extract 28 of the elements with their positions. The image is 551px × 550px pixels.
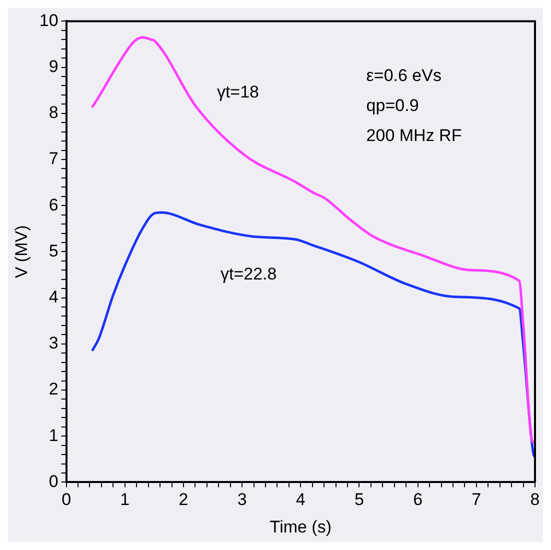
y-tick-label: 7 <box>48 149 58 168</box>
x-tick-label: 5 <box>354 490 364 510</box>
y-axis-title: V (MV) <box>12 225 31 278</box>
y-tick-label: 8 <box>48 103 58 122</box>
x-tick-label: 7 <box>472 490 482 510</box>
x-tick-label: 2 <box>178 490 188 510</box>
x-tick-label: 4 <box>296 490 306 510</box>
x-tick-label: 8 <box>530 490 540 510</box>
annotation: ε=0.6 eVs <box>366 66 442 85</box>
series-label: γt=22.8 <box>220 264 277 284</box>
y-tick-label: 6 <box>48 195 58 214</box>
y-tick-label: 10 <box>39 10 58 30</box>
y-tick-label: 2 <box>48 380 58 399</box>
y-tick-label: 0 <box>48 472 58 491</box>
y-tick-label: 4 <box>48 287 58 306</box>
y-tick-label: 9 <box>48 56 58 76</box>
x-axis-title: Time (s) <box>270 517 332 536</box>
annotation: qp=0.9 <box>366 96 419 115</box>
y-tick-label: 1 <box>48 426 58 445</box>
y-tick-label: 3 <box>48 334 58 353</box>
y-tick-label: 5 <box>48 241 58 260</box>
x-tick-label: 3 <box>237 490 247 510</box>
annotation: 200 MHz RF <box>366 126 462 145</box>
x-tick-label: 6 <box>413 490 423 510</box>
series-label: γt=18 <box>216 82 260 102</box>
x-tick-label: 1 <box>120 490 130 510</box>
x-tick-label: 0 <box>62 490 72 510</box>
line-series <box>91 36 535 444</box>
